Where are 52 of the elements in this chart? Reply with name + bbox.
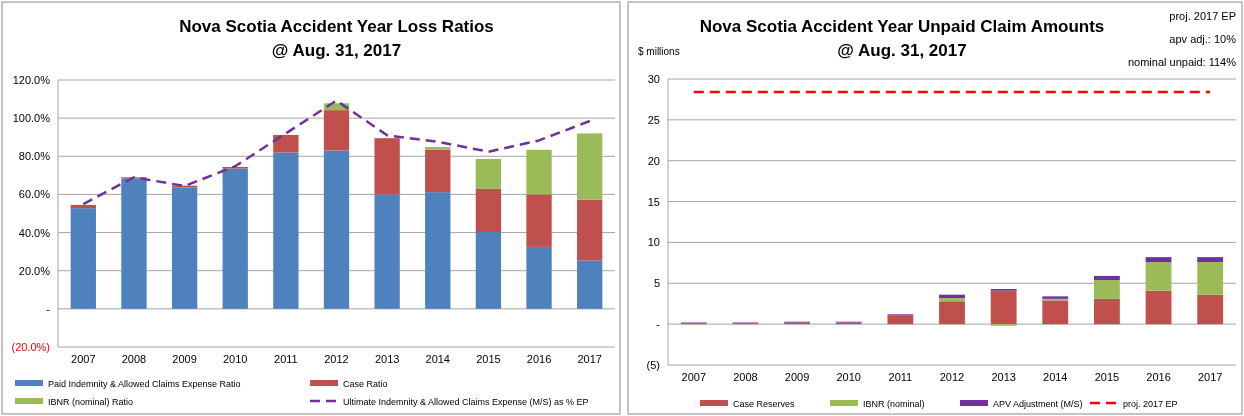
x-tick-label: 2016 xyxy=(1146,371,1171,383)
y-tick-label: - xyxy=(656,318,661,331)
y-tick-label: (5) xyxy=(646,359,660,371)
x-tick-label: 2007 xyxy=(71,353,96,365)
legend-label: Case Reserves xyxy=(733,398,796,409)
y-tick-label: 100.0% xyxy=(12,112,51,125)
x-tick-label: 2010 xyxy=(222,353,248,365)
x-tick-label: 2015 xyxy=(476,353,501,365)
x-tick-label: 2011 xyxy=(888,371,913,383)
x-tick-label: 2014 xyxy=(1043,371,1068,383)
chart-title: Nova Scotia Accident Year Unpaid Claim Amounts @ Aug. 31, 2017 xyxy=(699,17,1105,60)
legend-label: IBNR (nominal) xyxy=(863,398,925,409)
legend-label: Paid Indemnity & Allowed Claims Expense Ratio xyxy=(48,378,241,389)
x-tick-label: 2007 xyxy=(681,371,707,383)
y-tick-label: 25 xyxy=(647,113,660,126)
x-tick-label: 2015 xyxy=(1094,371,1120,383)
chart-title: Nova Scotia Accident Year Loss Ratios @ Aug. 31, 2017 xyxy=(179,17,494,60)
text: nominal unpaid: 114% xyxy=(1127,56,1237,68)
y-tick-label: 40.0% xyxy=(18,226,51,239)
legend-label: Ultimate Indemnity & Allowed Claims Expense (M/S) as % EP xyxy=(343,396,589,407)
x-tick-label: 2016 xyxy=(526,353,552,365)
y-tick-label: 120.0% xyxy=(12,74,51,86)
y-tick-label: 30 xyxy=(647,73,660,85)
y-tick-label: 20.0% xyxy=(18,264,51,277)
y-axis-title: $ millions xyxy=(638,46,680,57)
y-tick-label: - xyxy=(46,302,51,315)
y-tick-label: (20.0%) xyxy=(11,341,50,353)
y-tick-label: 20 xyxy=(647,154,660,167)
legend-label: IBNR (nominal) Ratio xyxy=(48,396,134,407)
x-tick-label: 2017 xyxy=(1197,371,1223,383)
y-tick-label: 10 xyxy=(647,236,660,249)
y-tick-label: 15 xyxy=(647,195,660,208)
x-tick-label: 2014 xyxy=(425,353,451,365)
x-tick-label: 2008 xyxy=(733,371,758,383)
y-tick-label: 5 xyxy=(653,277,660,290)
legend-label: Case Ratio xyxy=(343,378,388,389)
x-tick-label: 2010 xyxy=(836,371,861,383)
x-tick-label: 2013 xyxy=(374,353,400,365)
y-tick-label: 60.0% xyxy=(18,188,51,201)
x-tick-label: 2017 xyxy=(577,353,602,365)
x-tick-label: 2009 xyxy=(172,353,197,365)
x-tick-label: 2011 xyxy=(274,353,298,365)
legend-label: APV Adjustment (M/S) xyxy=(993,398,1083,409)
y-tick-label: 80.0% xyxy=(18,150,51,163)
x-tick-label: 2009 xyxy=(784,371,810,383)
text: apv adj.: 10% xyxy=(1169,33,1237,45)
x-tick-label: 2008 xyxy=(121,353,147,365)
x-tick-label: 2012 xyxy=(324,353,349,365)
legend-label: proj. 2017 EP xyxy=(1123,398,1178,409)
text: proj. 2017 EP xyxy=(1169,10,1236,22)
x-tick-label: 2013 xyxy=(991,371,1016,383)
x-tick-label: 2012 xyxy=(939,371,965,383)
